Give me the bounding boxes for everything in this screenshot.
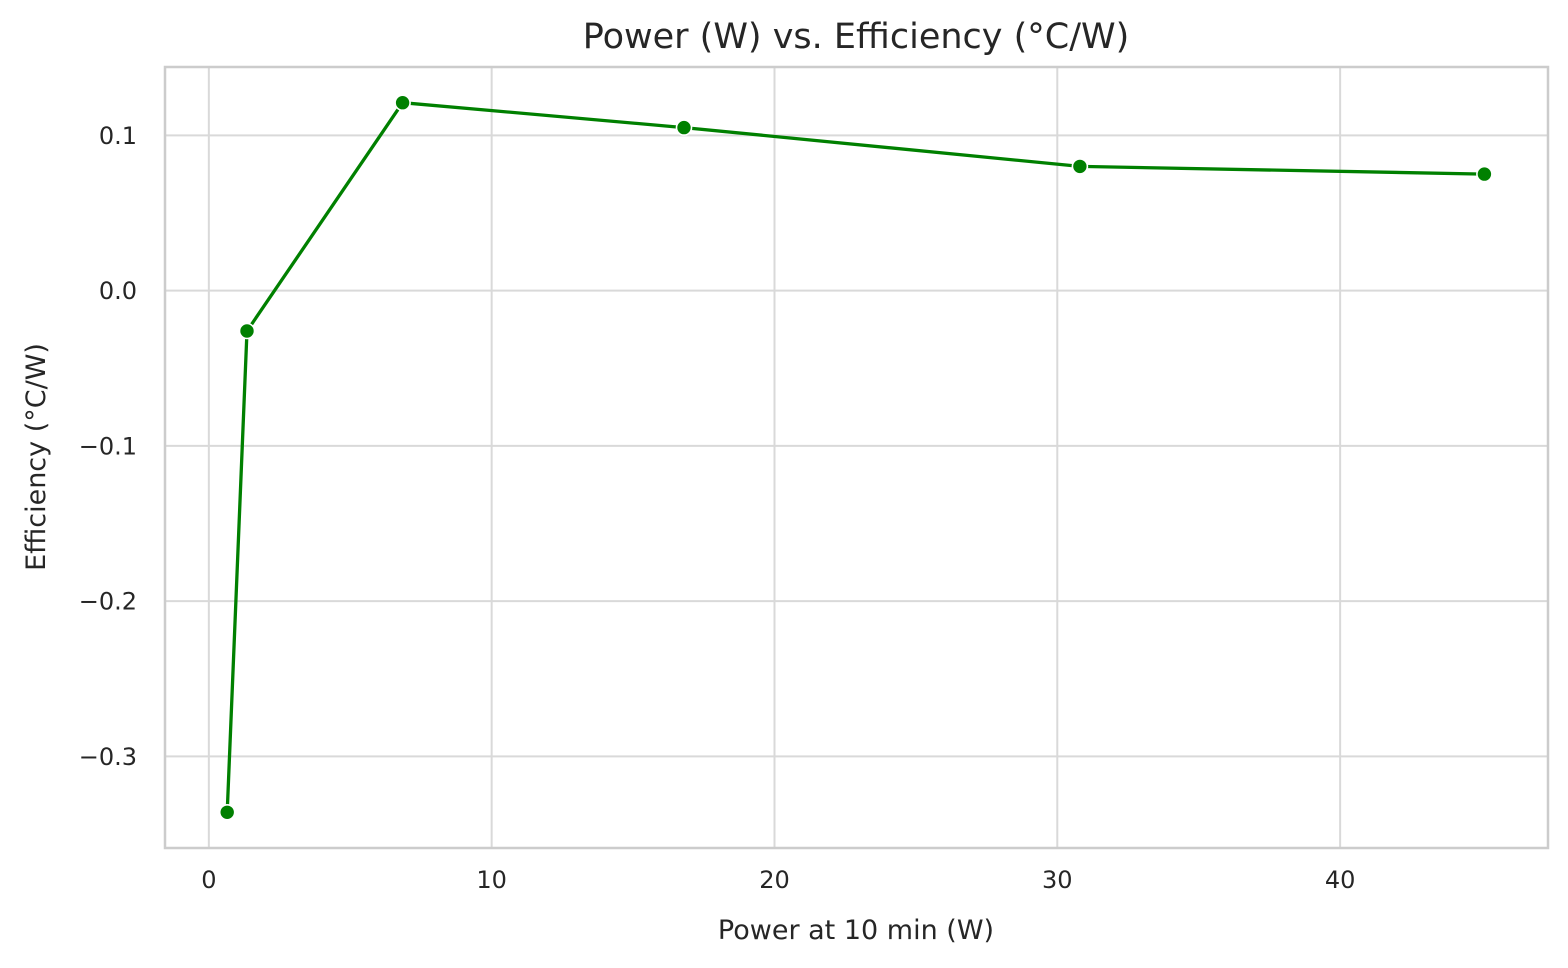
x-tick-label: 10 — [476, 866, 507, 894]
y-axis-label: Efficiency (°C/W) — [21, 343, 52, 571]
y-tick-label: −0.2 — [79, 588, 137, 616]
series-line — [225, 101, 1487, 814]
x-tick-label: 20 — [759, 866, 790, 894]
y-tick-label: −0.1 — [79, 432, 137, 460]
y-tick-label: −0.3 — [79, 743, 137, 771]
data-point — [1476, 165, 1493, 183]
x-axis-label: Power at 10 min (W) — [718, 915, 994, 946]
x-tick-label: 40 — [1325, 866, 1356, 894]
y-tick-label: 0.1 — [99, 122, 137, 150]
data-point — [675, 119, 693, 136]
data-point — [394, 94, 411, 111]
grid — [165, 67, 1548, 848]
y-tick-label: 0.0 — [99, 277, 137, 305]
x-tick-label: 30 — [1042, 866, 1073, 894]
series-layer — [218, 94, 1493, 821]
data-point — [1071, 158, 1089, 175]
tick-labels: 0 10 20 30 40 −0.3 −0.2 −0.1 0.0 0.1 — [79, 122, 1356, 894]
chart-title: Power (W) vs. Efficiency (°C/W) — [583, 17, 1130, 57]
data-point — [238, 322, 256, 340]
x-tick-label: 0 — [201, 866, 216, 894]
plot-frame — [163, 65, 1550, 850]
data-point — [218, 803, 236, 821]
